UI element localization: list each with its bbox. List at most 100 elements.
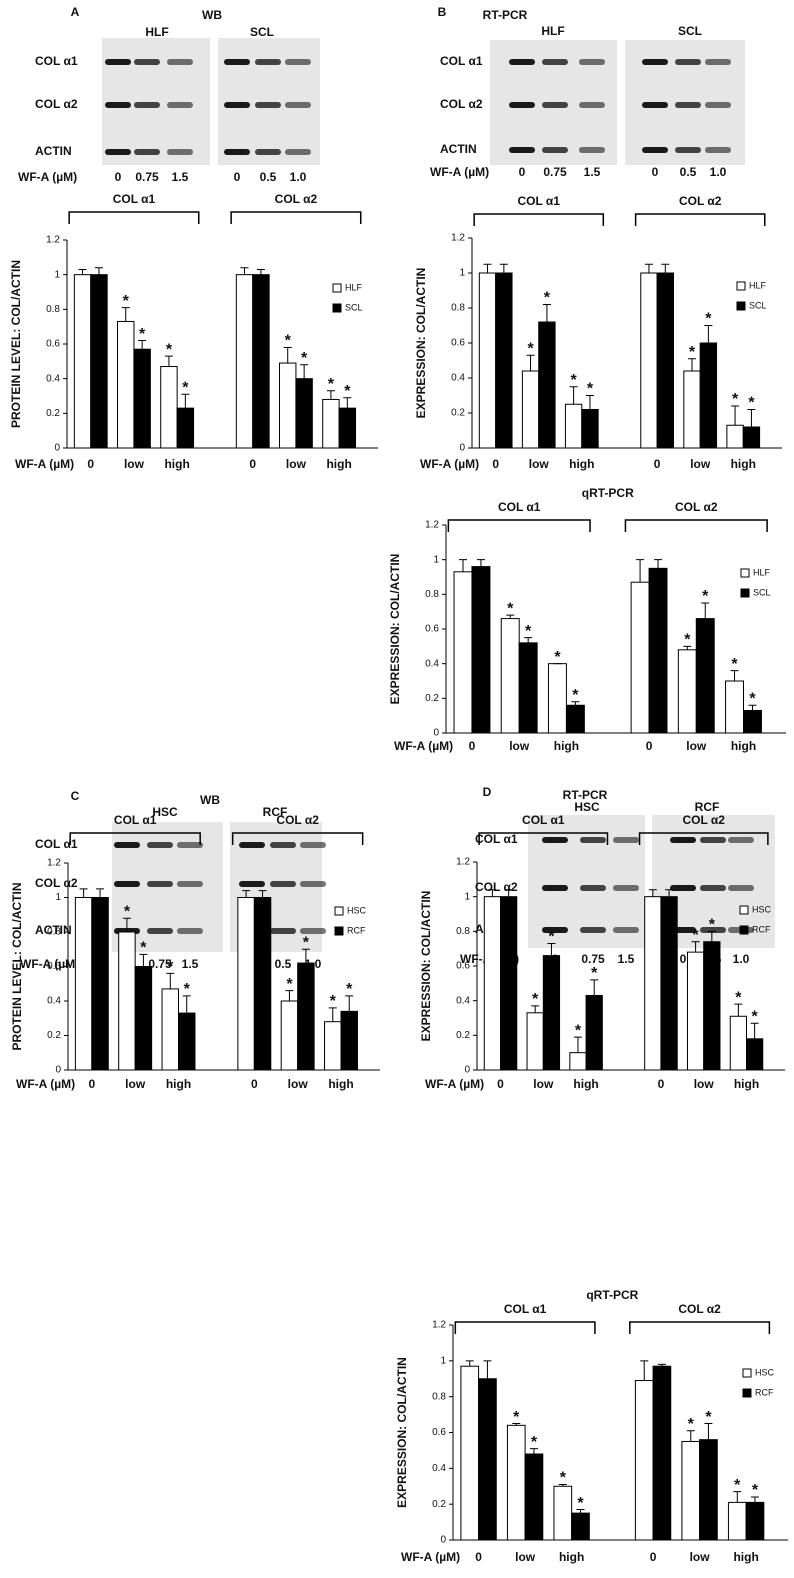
legend-swatch: [742, 1368, 752, 1378]
band: [705, 59, 731, 65]
error-bar: [256, 268, 265, 275]
x-tick-label: high: [164, 457, 189, 471]
row-label: COL α2: [475, 880, 518, 894]
dose: 0.5: [680, 165, 697, 179]
bar: [338, 407, 357, 449]
error-bar: [242, 890, 251, 898]
error-bar: [531, 1005, 540, 1013]
row-label: COL α1: [35, 54, 78, 68]
error-bar: [657, 1363, 666, 1367]
band: [255, 59, 281, 65]
band: [675, 102, 701, 108]
bar: [280, 1000, 299, 1071]
significance: *: [531, 1434, 538, 1451]
significance: *: [688, 1416, 695, 1433]
legend-label: RCF: [752, 924, 771, 934]
significance: *: [731, 656, 738, 673]
error-bar: [78, 268, 87, 275]
group-label: COL α2: [276, 813, 319, 827]
y-axis-title: EXPRESSION: COL/ACTIN: [414, 268, 428, 419]
cell-line: SCL: [678, 24, 702, 38]
y-tick-label: 0: [433, 728, 439, 739]
cell-line: HSC: [152, 805, 178, 819]
significance: *: [752, 1008, 759, 1025]
y-tick-label: 0.4: [456, 995, 470, 1006]
method-title: RT-PCR: [483, 8, 528, 22]
band: [580, 837, 606, 843]
x-tick-label: low: [690, 457, 711, 471]
group-bracket: [454, 1321, 596, 1334]
band: [675, 59, 701, 65]
band: [300, 842, 326, 848]
x-tick-label: high: [559, 1550, 584, 1564]
error-bar: [345, 995, 354, 1012]
error-bar: [730, 670, 739, 681]
bar: [322, 398, 340, 449]
band: [285, 59, 311, 65]
significance: *: [544, 290, 551, 307]
significance: *: [709, 917, 716, 934]
dose: 0: [234, 170, 241, 184]
bar: [630, 581, 650, 734]
y-tick-label: 0.8: [46, 304, 60, 315]
x-tick-label: low: [533, 1077, 554, 1091]
bar: [648, 567, 668, 734]
method-title: WB: [202, 8, 222, 22]
bar: [542, 955, 561, 1071]
error-bar: [240, 267, 249, 275]
x-tick-label: 0: [469, 739, 476, 753]
row-label: COL α1: [475, 832, 518, 846]
group-bracket: [629, 1321, 771, 1334]
row-label: COL α2: [35, 97, 78, 111]
bar: [295, 378, 313, 449]
error-bar: [459, 559, 467, 572]
error-bar: [648, 889, 657, 897]
legend-label: HSC: [752, 904, 772, 914]
bar: [686, 951, 705, 1071]
band: [542, 927, 568, 933]
bar: [652, 1365, 672, 1541]
legend-label: SCL: [345, 302, 363, 312]
bar: [73, 274, 92, 449]
dose: 0.75: [135, 170, 159, 184]
band: [580, 885, 606, 891]
bar: [161, 988, 180, 1071]
y-tick-label: 0.6: [425, 624, 439, 635]
bar: [478, 272, 497, 449]
y-tick-label: 1: [459, 268, 465, 279]
significance: *: [587, 381, 594, 398]
y-tick-label: 1: [433, 554, 439, 565]
bar: [660, 896, 678, 1071]
significance: *: [286, 976, 293, 993]
dose: 0: [115, 170, 122, 184]
chart-title: qRT-PCR: [582, 486, 634, 500]
band: [147, 928, 173, 934]
band: [239, 881, 265, 887]
significance: *: [748, 395, 755, 412]
bar: [634, 1380, 654, 1541]
bar: [695, 618, 715, 734]
band: [114, 842, 140, 848]
error-bar: [512, 1423, 521, 1426]
y-axis-title: PROTEIN LEVEL: COL/ACTIN: [10, 883, 24, 1051]
y-tick-label: 0.6: [456, 961, 470, 972]
error-bar: [683, 645, 692, 650]
group-label: COL α1: [517, 194, 560, 208]
error-bar: [748, 704, 757, 711]
group-bracket: [68, 211, 200, 224]
y-tick-label: 0.8: [456, 926, 470, 937]
bar: [526, 1012, 544, 1071]
band: [542, 102, 568, 108]
bar: [117, 320, 135, 449]
band: [700, 885, 726, 891]
panel-letter: D: [483, 785, 492, 799]
x-tick-label: low: [694, 1077, 715, 1091]
error-bar: [547, 942, 556, 956]
dose: 1.0: [290, 170, 307, 184]
error-bar: [573, 1036, 582, 1053]
band: [670, 885, 696, 891]
error-bar: [542, 304, 551, 322]
y-tick-label: 0: [54, 443, 60, 454]
significance: *: [330, 993, 337, 1010]
error-bar: [504, 889, 513, 897]
